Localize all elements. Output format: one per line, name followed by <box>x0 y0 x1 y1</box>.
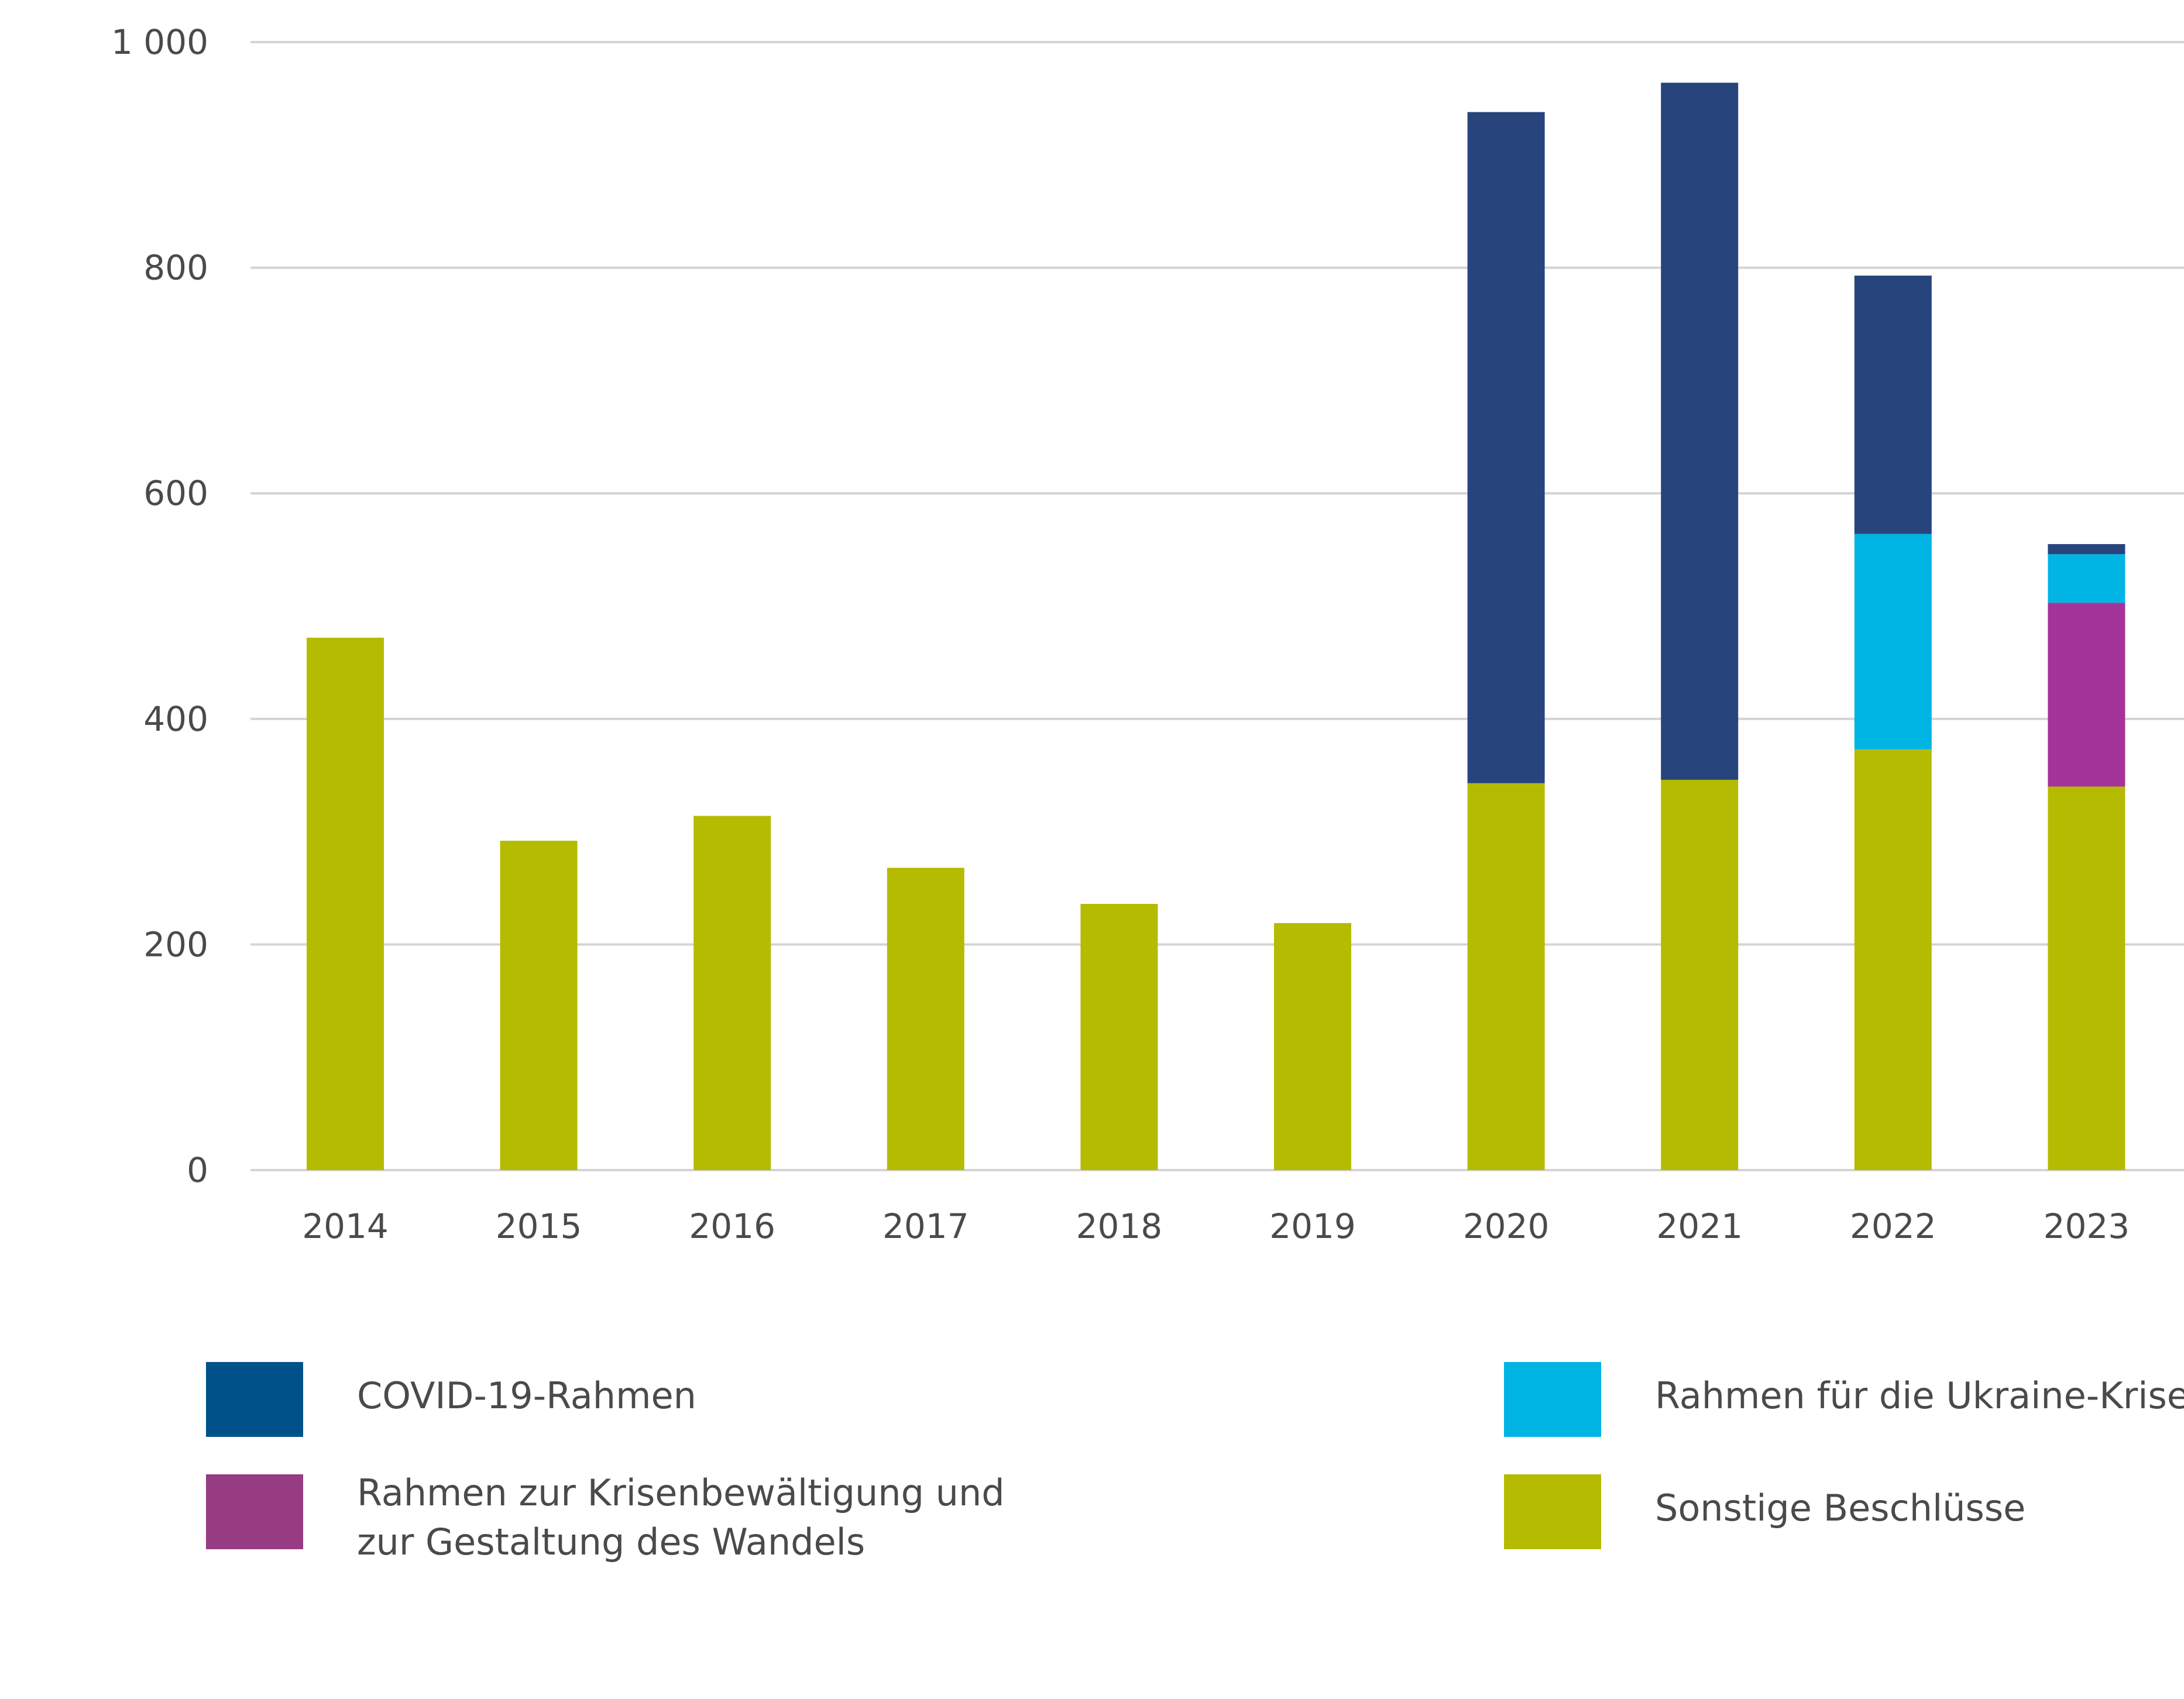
bar-2020-series-3 <box>1467 112 1545 783</box>
bar-2023-series-0 <box>2048 786 2125 1170</box>
y-tick-label: 0 <box>187 1150 208 1190</box>
y-axis-labels: 0 200 400 600 800 1 000 <box>111 22 208 1190</box>
bar-2018-series-0 <box>1080 903 1158 1170</box>
x-axis-labels: 2014 2015 2016 2017 2018 2019 2020 2021 2022 2023 <box>302 1206 2130 1246</box>
x-tick-label: 2021 <box>1656 1206 1743 1246</box>
y-tick-label: 1 000 <box>111 22 208 62</box>
x-tick-label: 2017 <box>882 1206 969 1246</box>
x-tick-label: 2023 <box>2044 1206 2130 1246</box>
bar-2022-series-0 <box>1854 749 1932 1170</box>
x-tick-label: 2014 <box>302 1206 389 1246</box>
y-tick-label: 400 <box>143 699 208 739</box>
x-tick-label: 2016 <box>689 1206 775 1246</box>
y-tick-label: 800 <box>143 248 208 288</box>
bars <box>307 82 2125 1170</box>
bar-2021-series-3 <box>1661 82 1739 780</box>
bar-2021-series-0 <box>1661 779 1739 1170</box>
bar-2020-series-0 <box>1467 783 1545 1170</box>
bar-2023-series-3 <box>2048 544 2125 555</box>
y-tick-label: 200 <box>143 924 208 964</box>
bar-2014-series-0 <box>307 637 384 1170</box>
bar-2023-series-2 <box>2048 554 2125 603</box>
y-tick-label: 600 <box>143 473 208 513</box>
x-tick-label: 2015 <box>496 1206 582 1246</box>
x-tick-label: 2019 <box>1269 1206 1356 1246</box>
bar-2015-series-0 <box>500 841 578 1170</box>
bar-2022-series-2 <box>1854 534 1932 749</box>
x-tick-label: 2018 <box>1076 1206 1163 1246</box>
bar-2023-series-1 <box>2048 603 2125 787</box>
x-tick-label: 2020 <box>1463 1206 1550 1246</box>
bar-2016-series-0 <box>693 816 771 1170</box>
bar-2022-series-3 <box>1854 276 1932 534</box>
bar-2019-series-0 <box>1274 923 1351 1170</box>
bar-2017-series-0 <box>887 868 964 1170</box>
x-tick-label: 2022 <box>1850 1206 1936 1246</box>
